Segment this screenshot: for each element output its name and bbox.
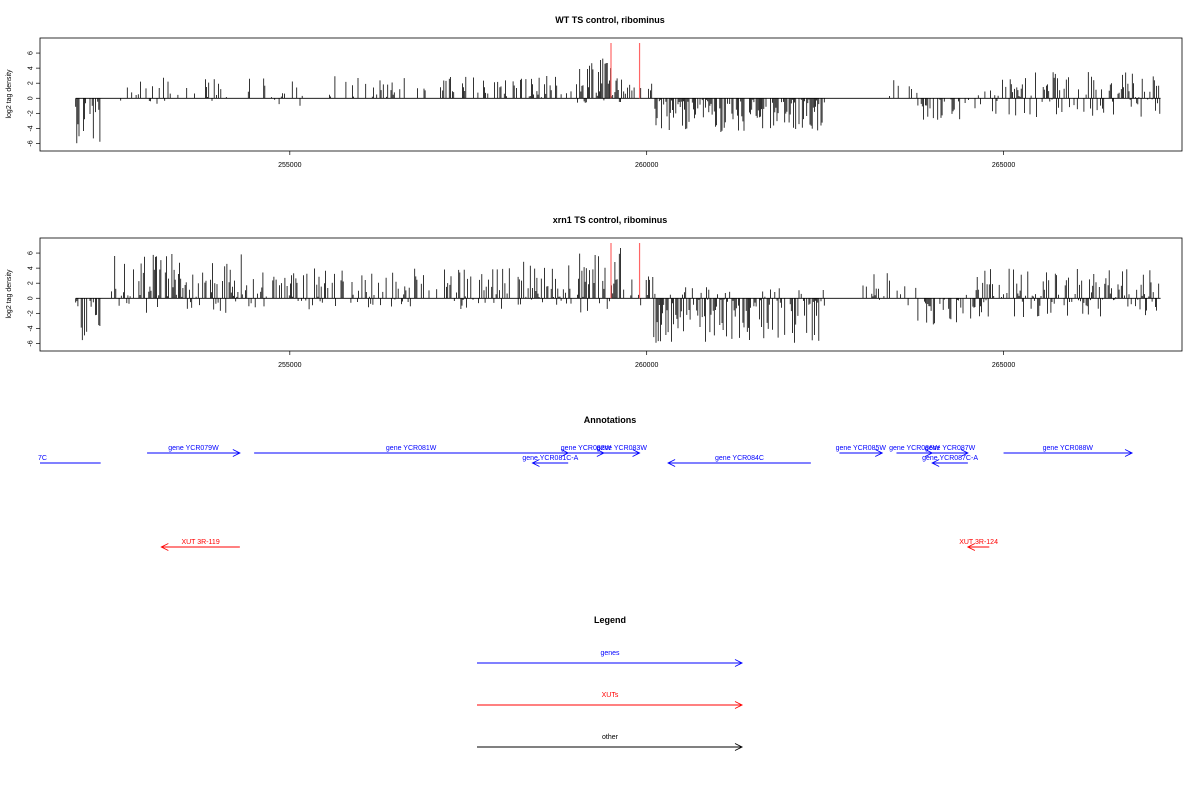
feature-label: gene YCR086W: [889, 445, 940, 452]
feature-label: gene YCR081C-A: [522, 455, 578, 462]
y-tick-label: -2: [28, 310, 35, 316]
feature-label: gene YCR081W: [386, 445, 437, 452]
y-tick-label: -6: [28, 140, 35, 146]
feature-label: gene YCR087W: [925, 445, 976, 452]
legend-title: Legend: [594, 615, 626, 625]
feature-label: XUT 3R-119: [181, 539, 219, 546]
bars: [75, 248, 1161, 343]
feature-label: gene YCR084C: [715, 455, 764, 462]
plot-frame: [39, 37, 1183, 152]
annotation-feature: gene YCR081W: [254, 445, 570, 457]
annotation-feature: gene YCR087W: [925, 445, 976, 457]
feature-label: gene YCR087C-A: [922, 455, 978, 462]
arrow-head: [966, 543, 976, 551]
feature-label: gene YCR082W: [561, 445, 612, 452]
y-tick-label: 0: [28, 96, 35, 100]
x-tick-label: 265000: [992, 362, 1015, 369]
annotation-feature: gene YCR081C-A: [522, 455, 579, 467]
y-tick-label: -4: [28, 325, 35, 331]
feature-label: XUT 3R-124: [959, 539, 998, 546]
arrow-head: [960, 449, 969, 457]
feature-label: gene YCR079W: [168, 445, 219, 452]
xrn1-panel: xrn1 TS control, ribominus log2 tag dens…: [6, 215, 1183, 369]
y-tick-label: 6: [28, 251, 35, 255]
annotation-feature: gene YCR085W: [836, 445, 887, 457]
legend-items: genes XUTs other: [477, 650, 744, 751]
legend-label: genes: [600, 650, 620, 657]
arrow-head: [531, 459, 540, 467]
arrow-head: [734, 743, 744, 751]
annotation-feature: XUT 3R-119: [160, 539, 240, 551]
annotation-feature: gene YCR083W: [596, 445, 647, 457]
bars: [75, 58, 1161, 144]
x-tick-label: 260000: [635, 162, 658, 169]
arrow-head: [875, 449, 884, 457]
y-axis-label: log2 tag density: [6, 269, 13, 319]
annotation-feature: XUT 3R-124: [959, 539, 998, 551]
legend-item: XUTs: [477, 692, 744, 709]
y-tick-label: 2: [28, 281, 35, 285]
y-tick-label: -2: [28, 110, 35, 116]
feature-label: gene YCR085W: [836, 445, 887, 452]
panel-title: xrn1 TS control, ribominus: [553, 215, 668, 225]
feature-label: gene YCR083W: [596, 445, 647, 452]
annotation-feature: gene YCR084C: [667, 455, 811, 467]
x-tick-label: 255000: [278, 362, 301, 369]
annotation-feature: gene YCR088W: [1003, 445, 1134, 457]
y-tick-label: 4: [28, 266, 35, 270]
arrow-head: [734, 659, 744, 667]
y-ticks: -6 -4 -2 0 2 4 6: [28, 51, 40, 147]
arrow-head: [232, 449, 241, 457]
x-tick-label: 265000: [992, 162, 1015, 169]
x-tick-label: 255000: [278, 162, 301, 169]
x-tick-label: 260000: [635, 362, 658, 369]
annotation-feature: gene YCR079W: [147, 445, 241, 457]
markers: [610, 243, 641, 299]
panel-title: WT TS control, ribominus: [555, 15, 665, 25]
legend-item: genes: [477, 650, 744, 667]
arrow-head: [931, 459, 940, 467]
plot-frame: [39, 237, 1183, 352]
arrow-head: [160, 543, 169, 551]
annotations-track: Annotations 7C gene YCR079W gene YCR081W ge…: [38, 415, 1134, 551]
y-tick-label: -6: [28, 340, 35, 346]
annotation-features: 7C gene YCR079W gene YCR081W gene YCR081C-A…: [38, 445, 1134, 551]
legend-label: other: [602, 734, 619, 741]
feature-label: gene YCR088W: [1043, 445, 1094, 452]
x-ticks: 255000 260000 265000: [278, 151, 1015, 169]
legend: Legend genes XUTs other: [477, 615, 744, 751]
annotation-feature: gene YCR087C-A: [922, 455, 978, 467]
y-ticks: -6 -4 -2 0 2 4 6: [28, 251, 40, 347]
y-axis-label: log2 tag density: [6, 69, 13, 119]
arrow-head: [632, 449, 641, 457]
wt-panel: WT TS control, ribominus log2 tag densit…: [6, 15, 1183, 169]
markers: [610, 43, 641, 99]
arrow-head: [1124, 449, 1134, 457]
legend-item: other: [477, 734, 744, 751]
legend-label: XUTs: [602, 692, 619, 699]
annotations-title: Annotations: [584, 415, 637, 425]
x-ticks: 255000 260000 265000: [278, 351, 1015, 369]
y-tick-label: 2: [28, 81, 35, 85]
arrow-head: [667, 459, 676, 467]
arrow-head: [734, 701, 744, 709]
y-tick-label: 4: [28, 66, 35, 70]
y-tick-label: -4: [28, 125, 35, 131]
feature-label: 7C: [38, 455, 47, 462]
y-tick-label: 0: [28, 296, 35, 300]
annotation-feature: 7C: [38, 455, 101, 464]
y-tick-label: 6: [28, 51, 35, 55]
